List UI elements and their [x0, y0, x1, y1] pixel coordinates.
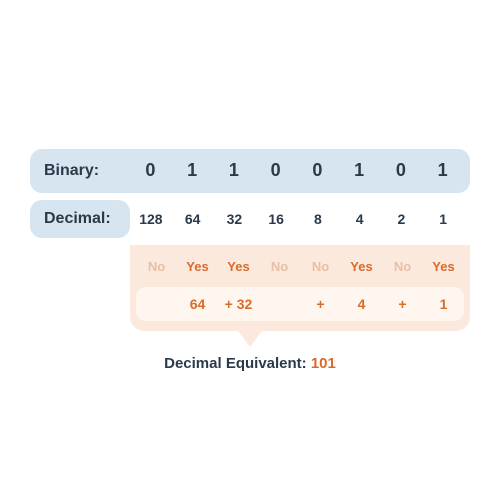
- calculation-box: No Yes Yes No No Yes No Yes 64 + 32 + 4 …: [130, 245, 470, 331]
- weight-cell: 128: [130, 211, 172, 227]
- sum-cell: + 32: [218, 296, 259, 312]
- decimal-label: Decimal:: [30, 200, 130, 238]
- sum-cell: +: [382, 296, 423, 312]
- down-arrow-icon: [238, 331, 262, 347]
- sum-row: 64 + 32 + 4 + 1: [136, 287, 464, 321]
- yesno-cell: Yes: [218, 259, 259, 274]
- sum-cell: 4: [341, 296, 382, 312]
- weight-cell: 1: [422, 211, 464, 227]
- result-label: Decimal Equivalent:: [164, 355, 307, 372]
- binary-bit: 0: [255, 160, 297, 181]
- result-line: Decimal Equivalent: 101: [30, 355, 470, 372]
- yesno-cell: Yes: [177, 259, 218, 274]
- binary-bit: 1: [214, 160, 256, 181]
- weight-cell: 64: [172, 211, 214, 227]
- yesno-cell: Yes: [341, 259, 382, 274]
- binary-bit: 1: [339, 160, 381, 181]
- binary-label: Binary:: [30, 162, 130, 180]
- result-value: 101: [311, 355, 336, 372]
- sum-cell: +: [300, 296, 341, 312]
- weight-cell: 16: [255, 211, 297, 227]
- binary-bit: 0: [130, 160, 172, 181]
- binary-bit: 1: [422, 160, 464, 181]
- sum-cell: 64: [177, 296, 218, 312]
- binary-row: Binary: 0 1 1 0 0 1 0 1: [30, 149, 470, 193]
- yesno-cell: No: [136, 259, 177, 274]
- yesno-row: No Yes Yes No No Yes No Yes: [136, 251, 464, 283]
- weight-cell: 2: [381, 211, 423, 227]
- yesno-cell: Yes: [423, 259, 464, 274]
- weight-cell: 32: [214, 211, 256, 227]
- yesno-cell: No: [259, 259, 300, 274]
- yesno-cell: No: [300, 259, 341, 274]
- weight-cell: 4: [339, 211, 381, 227]
- sum-cell: 1: [423, 296, 464, 312]
- weight-cell: 8: [297, 211, 339, 227]
- yesno-cell: No: [382, 259, 423, 274]
- binary-bit: 0: [381, 160, 423, 181]
- binary-bit: 1: [172, 160, 214, 181]
- binary-bit: 0: [297, 160, 339, 181]
- binary-decimal-diagram: Binary: 0 1 1 0 0 1 0 1 Decimal: 128 64 …: [30, 129, 470, 372]
- decimal-row: Decimal: 128 64 32 16 8 4 2 1: [30, 199, 470, 239]
